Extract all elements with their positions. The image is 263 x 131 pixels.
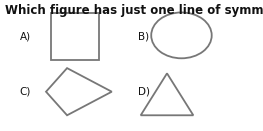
- Text: A): A): [20, 32, 31, 42]
- Bar: [51, 13, 99, 60]
- Text: B): B): [138, 32, 149, 42]
- Text: Which figure has just one line of symmetry?: Which figure has just one line of symmet…: [5, 4, 263, 17]
- Text: D): D): [138, 87, 150, 97]
- Text: C): C): [20, 87, 31, 97]
